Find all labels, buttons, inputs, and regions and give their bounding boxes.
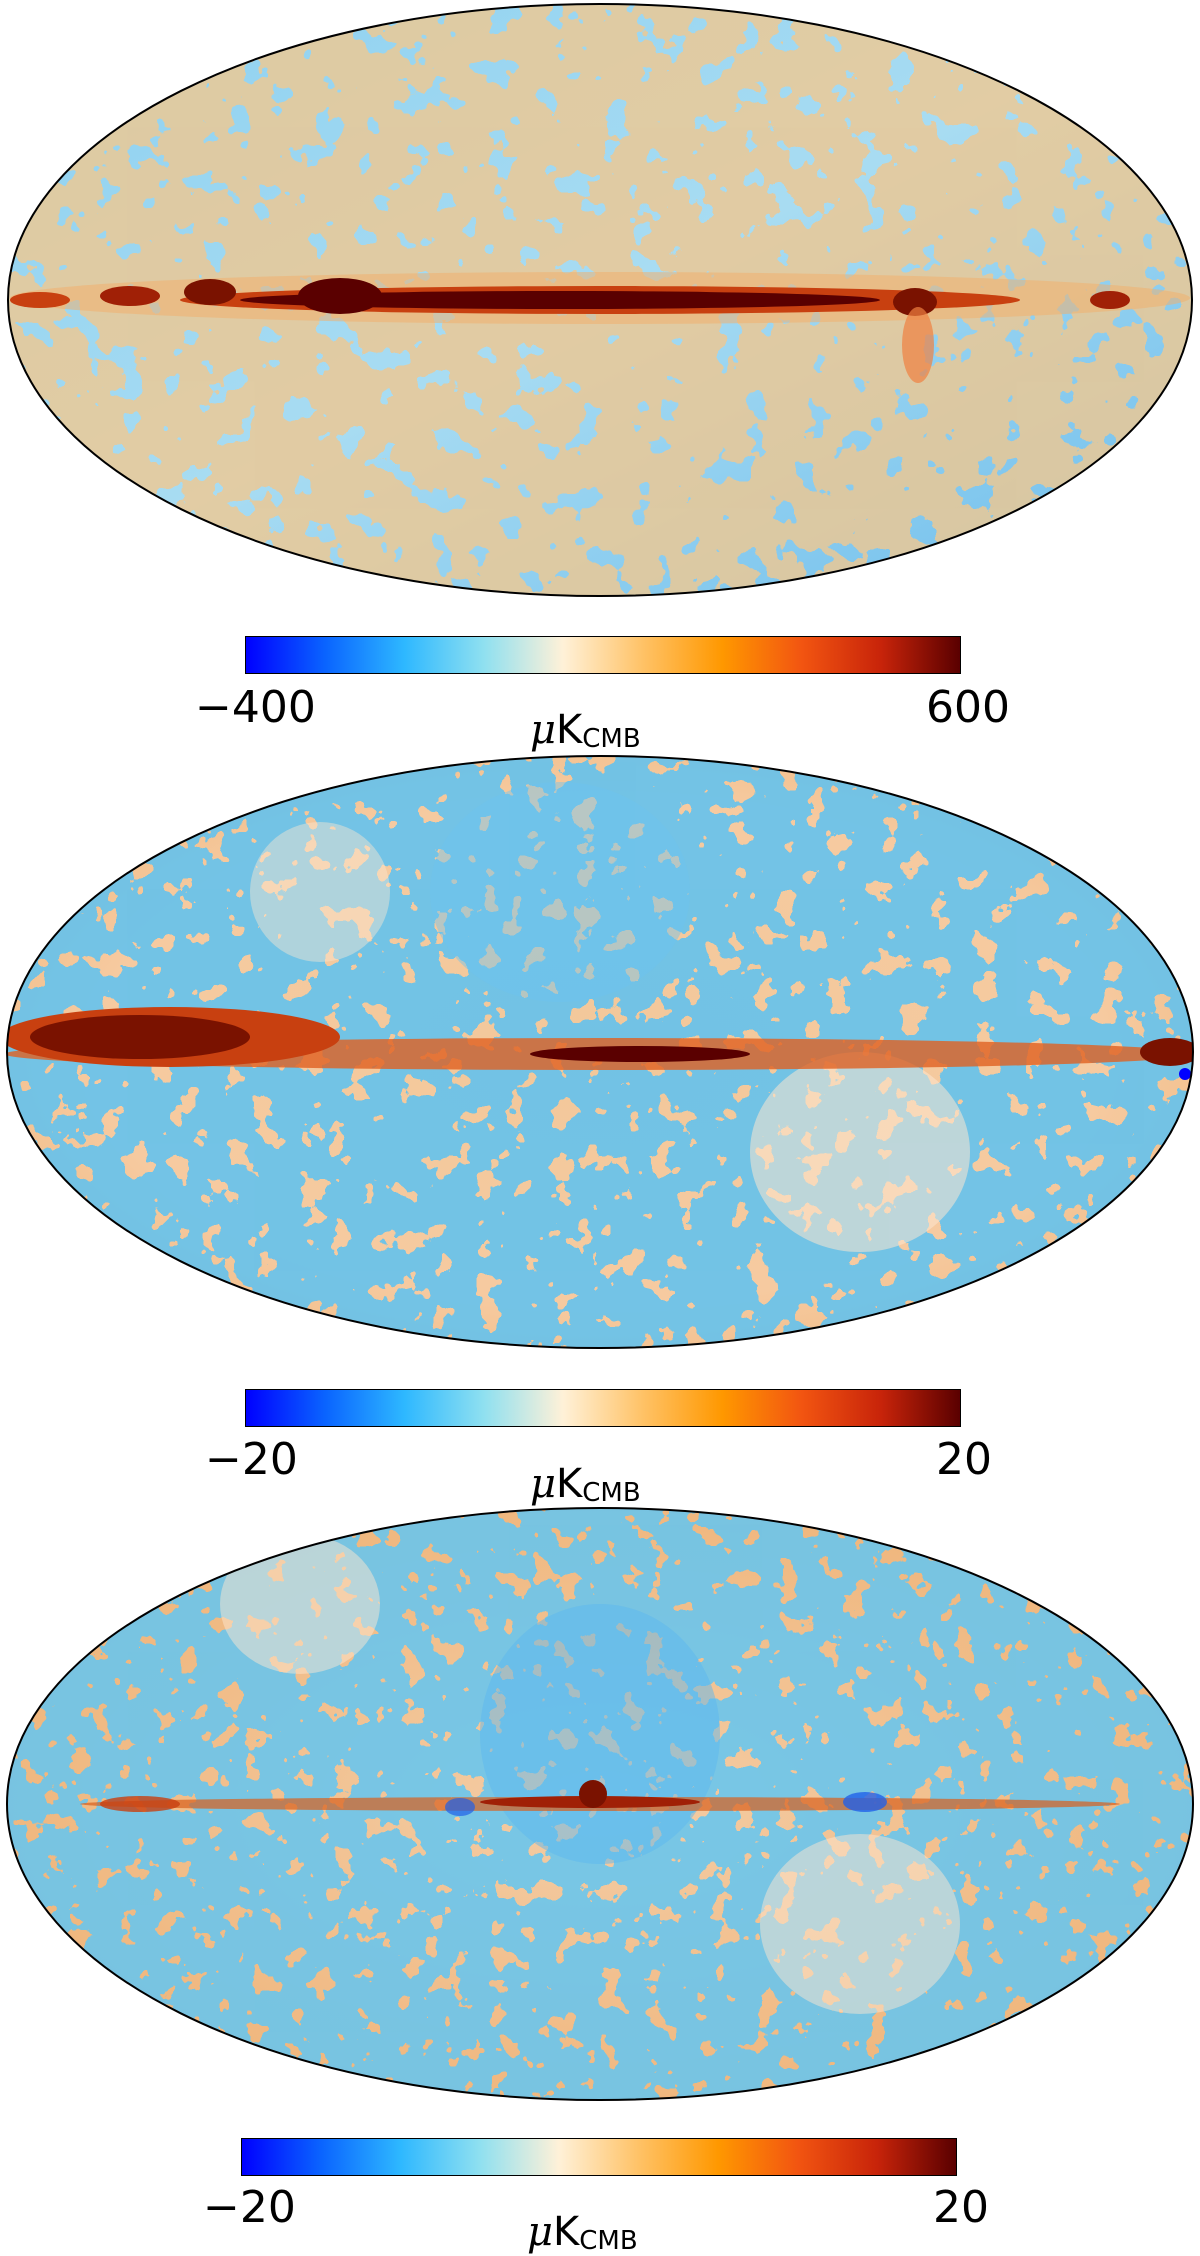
colorbar-min-label: −400	[195, 682, 316, 733]
galactic-plane	[7, 1007, 1193, 1080]
colorbar-max-label: 20	[936, 1434, 992, 1485]
colorbar-1	[245, 636, 961, 674]
sky-map-panel-2: −20 20 μKCMB	[0, 752, 1200, 1508]
unit-label: μKCMB	[530, 707, 641, 754]
all-sky-map-1	[7, 3, 1193, 597]
all-sky-map-3	[6, 1507, 1194, 2101]
galactic-plane	[80, 1780, 1120, 1816]
colorbar-3	[241, 2138, 957, 2176]
unit-label: μKCMB	[530, 1461, 641, 1508]
sky-map-panel-3: −20 20 μKCMB	[0, 1504, 1200, 2254]
sky-map-panel-1: −400 600 μKCMB	[0, 0, 1200, 754]
all-sky-map-2	[6, 755, 1194, 1349]
colorbar-2	[245, 1389, 961, 1427]
galactic-plane	[10, 272, 1190, 383]
colorbar-max-label: 20	[933, 2182, 989, 2233]
unit-label: μKCMB	[527, 2209, 638, 2256]
colorbar-min-label: −20	[205, 1434, 298, 1485]
colorbar-min-label: −20	[203, 2182, 296, 2233]
colorbar-max-label: 600	[926, 682, 1010, 733]
